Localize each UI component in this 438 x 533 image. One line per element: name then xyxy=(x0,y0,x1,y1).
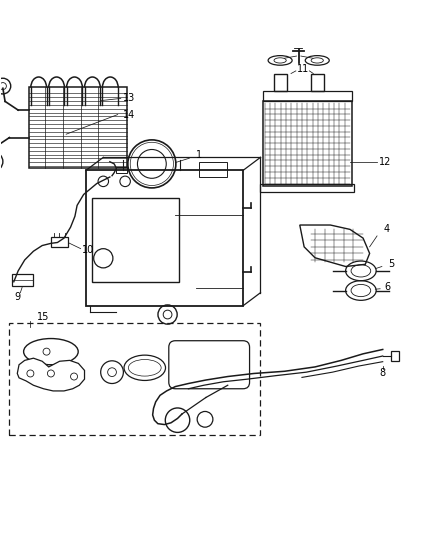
Bar xyxy=(92,198,179,282)
Bar xyxy=(51,237,68,247)
Bar xyxy=(12,274,32,286)
Text: 14: 14 xyxy=(124,110,136,119)
Bar xyxy=(10,323,261,434)
Bar xyxy=(263,101,352,185)
FancyBboxPatch shape xyxy=(169,341,250,389)
Text: 5: 5 xyxy=(389,260,395,269)
Text: 4: 4 xyxy=(384,224,390,235)
Text: 9: 9 xyxy=(14,292,20,302)
Bar xyxy=(86,171,243,306)
Bar xyxy=(391,351,399,361)
Bar xyxy=(29,87,127,168)
Text: 10: 10 xyxy=(82,245,94,255)
Text: 12: 12 xyxy=(379,157,391,167)
Text: 15: 15 xyxy=(37,312,49,322)
Bar xyxy=(199,161,227,177)
Bar xyxy=(311,74,324,91)
Text: 13: 13 xyxy=(124,93,136,103)
Text: 6: 6 xyxy=(384,282,390,293)
Bar xyxy=(274,74,287,91)
Text: 1: 1 xyxy=(196,150,202,160)
Bar xyxy=(261,184,354,192)
Bar xyxy=(263,91,352,101)
Text: 11: 11 xyxy=(297,64,309,74)
Polygon shape xyxy=(17,358,85,391)
Polygon shape xyxy=(300,225,370,266)
Text: 8: 8 xyxy=(380,368,386,378)
Bar xyxy=(117,167,127,173)
